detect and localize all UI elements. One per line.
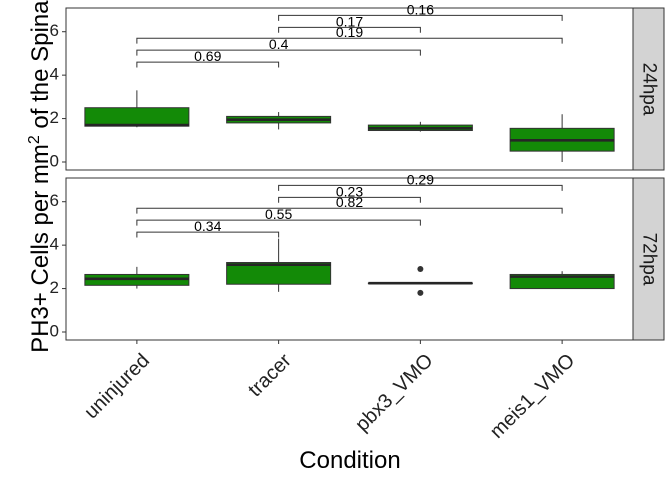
bracket-line: [278, 196, 421, 203]
p-value-label: 0.55: [265, 206, 292, 222]
comparison-bracket: 0.29: [278, 171, 563, 191]
facet-label: 72hpa: [638, 233, 659, 286]
facet-strip: [632, 177, 665, 341]
x-tick-label: uninjured: [80, 350, 154, 424]
box: [226, 262, 332, 285]
box: [84, 107, 190, 127]
p-value-label: 0.82: [336, 194, 363, 210]
bracket-line: [136, 207, 563, 214]
y-tick-label: 2: [50, 108, 59, 127]
comparison-bracket: 0.69: [136, 48, 280, 68]
p-value-label: 0.19: [336, 24, 363, 40]
bracket-line: [136, 37, 563, 44]
y-tick-label: 4: [50, 235, 59, 254]
comparison-bracket: 0.17: [278, 13, 421, 33]
p-value-label: 0.69: [194, 48, 221, 64]
x-axis-title: Condition: [299, 447, 400, 474]
bracket-line: [278, 184, 563, 191]
bracket-line: [136, 219, 421, 226]
comparison-bracket: 0.23: [278, 183, 421, 203]
comparison-bracket: 0.34: [136, 218, 280, 238]
x-tick-label: meis1_VMO: [486, 350, 579, 443]
bracket-line: [278, 14, 563, 21]
facet-strip: [632, 7, 665, 171]
p-value-label: 0.29: [407, 171, 434, 187]
y-tick-label: 6: [50, 21, 59, 40]
comparison-bracket: 0.19: [136, 24, 563, 44]
comparison-bracket: 0.4: [136, 36, 421, 56]
y-axis-title-superscript: 2: [26, 135, 43, 144]
y-tick-label: 2: [50, 278, 59, 297]
y-axis-title: PH3+ Cells per mm2 of the Spinal: [26, 0, 54, 353]
outlier-point: [417, 289, 424, 296]
y-tick-label: 6: [50, 191, 59, 210]
p-value-label: 0.16: [407, 1, 434, 17]
box: [509, 273, 615, 290]
panel-frame: [65, 177, 634, 341]
p-value-label: 0.4: [269, 36, 289, 52]
comparison-bracket: 0.82: [136, 194, 563, 214]
p-value-label: 0.34: [194, 218, 221, 234]
x-tick-label: pbx3_VMO: [351, 350, 437, 436]
y-tick-label: 0: [50, 151, 59, 170]
y-tick-label: 4: [50, 65, 59, 84]
outlier-point: [417, 266, 424, 273]
x-tick-label: tracer: [244, 349, 296, 401]
y-axis-title-tail: of the Spinal: [27, 0, 54, 135]
y-axis-title-main: PH3+ Cells per mm: [27, 144, 54, 353]
bracket-line: [278, 26, 421, 33]
y-tick-label: 0: [50, 321, 59, 340]
p-value-label: 0.23: [336, 183, 363, 199]
bracket-line: [136, 61, 280, 68]
facet-label: 24hpa: [638, 63, 659, 116]
p-value-label: 0.17: [336, 13, 363, 29]
bracket-line: [136, 49, 421, 56]
comparison-bracket: 0.16: [278, 1, 563, 21]
comparison-bracket: 0.55: [136, 206, 421, 226]
bracket-line: [136, 231, 280, 238]
